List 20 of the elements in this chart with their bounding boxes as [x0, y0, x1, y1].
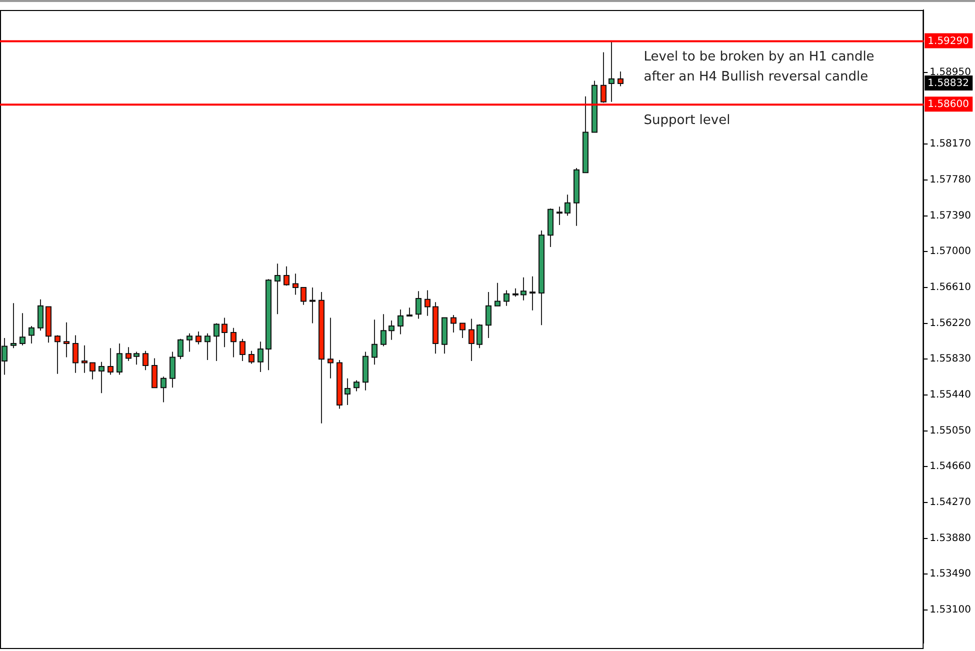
ref-line-label: 1.58600	[928, 99, 970, 110]
y-tick-label: 1.53490	[930, 568, 972, 580]
y-tick-label: 1.58950	[930, 67, 972, 78]
y-tick-label: 1.53880	[930, 532, 972, 544]
y-tick-label: 1.53100	[930, 604, 972, 616]
annotation: Level to be broken by an H1 candle after an H4 Bullish reversal candle	[644, 50, 874, 85]
y-tick-label: 1.55440	[930, 390, 972, 401]
y-tick-label: 1.54270	[930, 497, 972, 508]
ref-line-label: 1.59290	[928, 36, 970, 47]
y-tick-label: 1.58170	[930, 138, 972, 150]
y-tick-label: 1.56220	[930, 318, 972, 329]
text: 1.58832	[928, 78, 970, 90]
annotation: Support level	[644, 113, 730, 128]
y-tick-label: 1.55830	[930, 354, 972, 365]
y-tick-label: 1.57000	[930, 246, 972, 258]
y-tick-label: 1.55050	[930, 425, 972, 436]
y-tick-label: 1.57390	[930, 210, 972, 222]
y-tick-label: 1.57780	[930, 174, 972, 186]
y-tick-label: 1.54660	[930, 461, 972, 472]
y-tick-label: 1.56610	[930, 282, 972, 294]
